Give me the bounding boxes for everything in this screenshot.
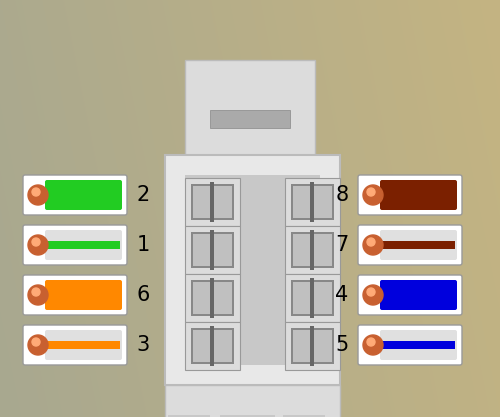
Text: 3: 3	[136, 335, 149, 355]
Circle shape	[363, 285, 383, 305]
Circle shape	[32, 288, 40, 296]
Bar	[285, 274, 340, 322]
FancyBboxPatch shape	[23, 225, 127, 265]
FancyBboxPatch shape	[45, 280, 122, 310]
FancyBboxPatch shape	[358, 275, 462, 315]
Bar	[210, 230, 214, 270]
Bar	[193, 234, 232, 266]
Bar	[47, 241, 120, 249]
Bar	[210, 326, 214, 366]
FancyBboxPatch shape	[23, 275, 127, 315]
Text: 7: 7	[336, 235, 348, 255]
Bar	[191, 280, 234, 316]
Bar	[293, 234, 332, 266]
Text: 5: 5	[336, 335, 348, 355]
Bar	[293, 186, 332, 218]
Text: 1: 1	[136, 235, 149, 255]
Circle shape	[367, 338, 375, 346]
Text: 2: 2	[136, 185, 149, 205]
FancyBboxPatch shape	[358, 225, 462, 265]
Bar	[285, 322, 340, 370]
Bar	[191, 184, 234, 220]
FancyBboxPatch shape	[45, 230, 122, 260]
Text: 4: 4	[336, 285, 348, 305]
Bar	[210, 278, 214, 318]
Bar	[291, 184, 334, 220]
Bar	[382, 341, 455, 349]
Bar	[283, 415, 325, 417]
Bar	[168, 415, 210, 417]
Bar	[310, 230, 314, 270]
FancyBboxPatch shape	[45, 180, 122, 210]
FancyBboxPatch shape	[358, 325, 462, 365]
Circle shape	[367, 238, 375, 246]
Bar	[291, 232, 334, 268]
Circle shape	[28, 185, 48, 205]
FancyBboxPatch shape	[380, 230, 457, 260]
FancyBboxPatch shape	[380, 330, 457, 360]
FancyBboxPatch shape	[380, 280, 457, 310]
Bar	[210, 110, 290, 128]
FancyBboxPatch shape	[23, 175, 127, 215]
Circle shape	[363, 235, 383, 255]
Bar	[185, 178, 240, 226]
Bar	[193, 282, 232, 314]
Bar	[291, 280, 334, 316]
FancyBboxPatch shape	[185, 60, 315, 160]
Bar	[285, 226, 340, 274]
Bar	[293, 282, 332, 314]
Bar	[47, 341, 120, 349]
Bar	[191, 232, 234, 268]
Bar	[310, 182, 314, 222]
Circle shape	[367, 288, 375, 296]
Bar	[382, 241, 455, 249]
Bar	[310, 326, 314, 366]
Bar	[310, 278, 314, 318]
FancyBboxPatch shape	[165, 155, 340, 385]
Bar	[185, 175, 320, 365]
FancyBboxPatch shape	[23, 325, 127, 365]
Circle shape	[32, 188, 40, 196]
Bar	[291, 328, 334, 364]
Bar	[193, 330, 232, 362]
Bar	[185, 226, 240, 274]
Bar	[210, 182, 214, 222]
Text: 6: 6	[136, 285, 149, 305]
FancyBboxPatch shape	[358, 175, 462, 215]
Circle shape	[28, 235, 48, 255]
Bar	[293, 330, 332, 362]
Text: 8: 8	[336, 185, 348, 205]
Bar	[285, 178, 340, 226]
FancyBboxPatch shape	[45, 330, 122, 360]
Circle shape	[363, 185, 383, 205]
Circle shape	[363, 335, 383, 355]
Bar	[220, 415, 275, 417]
FancyBboxPatch shape	[380, 180, 457, 210]
Bar	[191, 328, 234, 364]
Circle shape	[367, 188, 375, 196]
Circle shape	[28, 285, 48, 305]
Bar	[185, 274, 240, 322]
FancyBboxPatch shape	[165, 385, 340, 417]
Circle shape	[32, 338, 40, 346]
Circle shape	[32, 238, 40, 246]
Bar	[193, 186, 232, 218]
Bar	[185, 322, 240, 370]
Circle shape	[28, 335, 48, 355]
